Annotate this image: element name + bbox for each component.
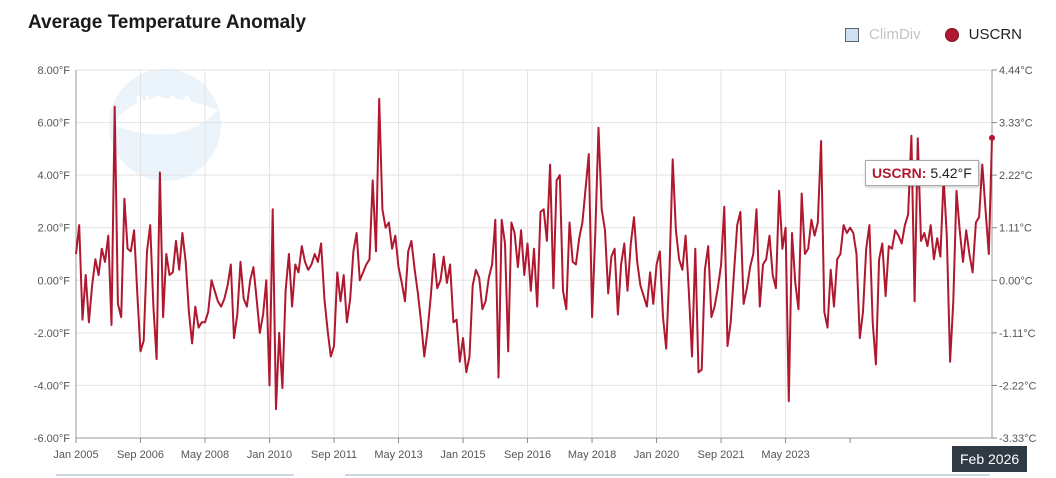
y-tick-label-left: 8.00°F	[37, 65, 70, 77]
x-tick-label: Jan 2020	[634, 449, 679, 461]
navigator-scrollbar-right[interactable]	[345, 474, 990, 476]
y-tick-label-right: -2.22°C	[999, 380, 1036, 392]
x-tick-label: Sep 2016	[504, 449, 551, 461]
y-axis-left-fahrenheit: 8.00°F 6.00°F 4.00°F 2.00°F 0.00°F -2.00°F -4.…	[34, 65, 70, 445]
climdiv-square-icon	[844, 27, 859, 42]
y-tick-label-left: -4.00°F	[34, 380, 70, 392]
x-tick-label: Sep 2011	[311, 449, 357, 461]
x-tick-label: Jan 2005	[53, 449, 98, 461]
x-axis: Jan 2005 Sep 2006 May 2008 Jan 2010 Sep 2011…	[53, 438, 851, 461]
y-tick-label-left: -6.00°F	[34, 433, 70, 445]
y-tick-label-left: 0.00°F	[37, 275, 70, 287]
legend: ClimDiv USCRN	[844, 26, 1022, 43]
legend-item-climdiv[interactable]: ClimDiv	[844, 26, 921, 43]
tooltip-value: 5.42°F	[930, 165, 972, 181]
y-tick-label-right: 1.11°C	[999, 223, 1032, 235]
y-tick-label-right: 2.22°C	[999, 170, 1033, 182]
uscrn-dot-icon	[944, 27, 959, 42]
x-tick-label: Sep 2006	[117, 449, 164, 461]
y-tick-label-right: 3.33°C	[999, 118, 1033, 130]
tooltip: USCRN: 5.42°F	[865, 160, 979, 186]
y-tick-label-right: -3.33°C	[999, 433, 1036, 445]
hovered-data-point[interactable]	[989, 134, 995, 141]
legend-label-uscrn: USCRN	[968, 26, 1022, 43]
legend-item-uscrn[interactable]: USCRN	[944, 26, 1022, 43]
noaa-logo-watermark: NOAA	[109, 69, 221, 181]
y-tick-label-left: 2.00°F	[37, 223, 70, 235]
series-layer[interactable]	[75, 97, 995, 411]
navigator-scrollbar-left[interactable]	[56, 474, 294, 476]
y-tick-label-right: 4.44°C	[999, 65, 1033, 77]
x-tick-label: Sep 2021	[698, 449, 745, 461]
x-tick-label: May 2023	[761, 449, 809, 461]
y-axis-right-celsius: 4.44°C 3.33°C 2.22°C 1.11°C 0.00°C -1.11°C -2.…	[992, 65, 1036, 445]
y-tick-label-left: 6.00°F	[37, 118, 70, 130]
x-tick-label: Jan 2015	[440, 449, 485, 461]
chart-title: Average Temperature Anomaly	[28, 12, 307, 33]
y-tick-label-left: -2.00°F	[34, 328, 70, 340]
y-tick-label-right: -1.11°C	[999, 328, 1036, 340]
series-line-uscrn[interactable]	[75, 97, 993, 411]
noaa-logo-text: NOAA	[136, 93, 195, 115]
legend-label-climdiv: ClimDiv	[868, 26, 921, 43]
x-tick-label: Jan 2010	[247, 449, 292, 461]
x-tick-label: May 2013	[374, 449, 422, 461]
x-tick-label: May 2018	[568, 449, 616, 461]
y-tick-label-left: 4.00°F	[37, 170, 70, 182]
tooltip-series-name: USCRN:	[872, 165, 927, 181]
crosshair-date-label: Feb 2026	[952, 446, 1028, 472]
x-tick-label: May 2008	[181, 449, 229, 461]
y-tick-label-right: 0.00°C	[999, 275, 1033, 287]
